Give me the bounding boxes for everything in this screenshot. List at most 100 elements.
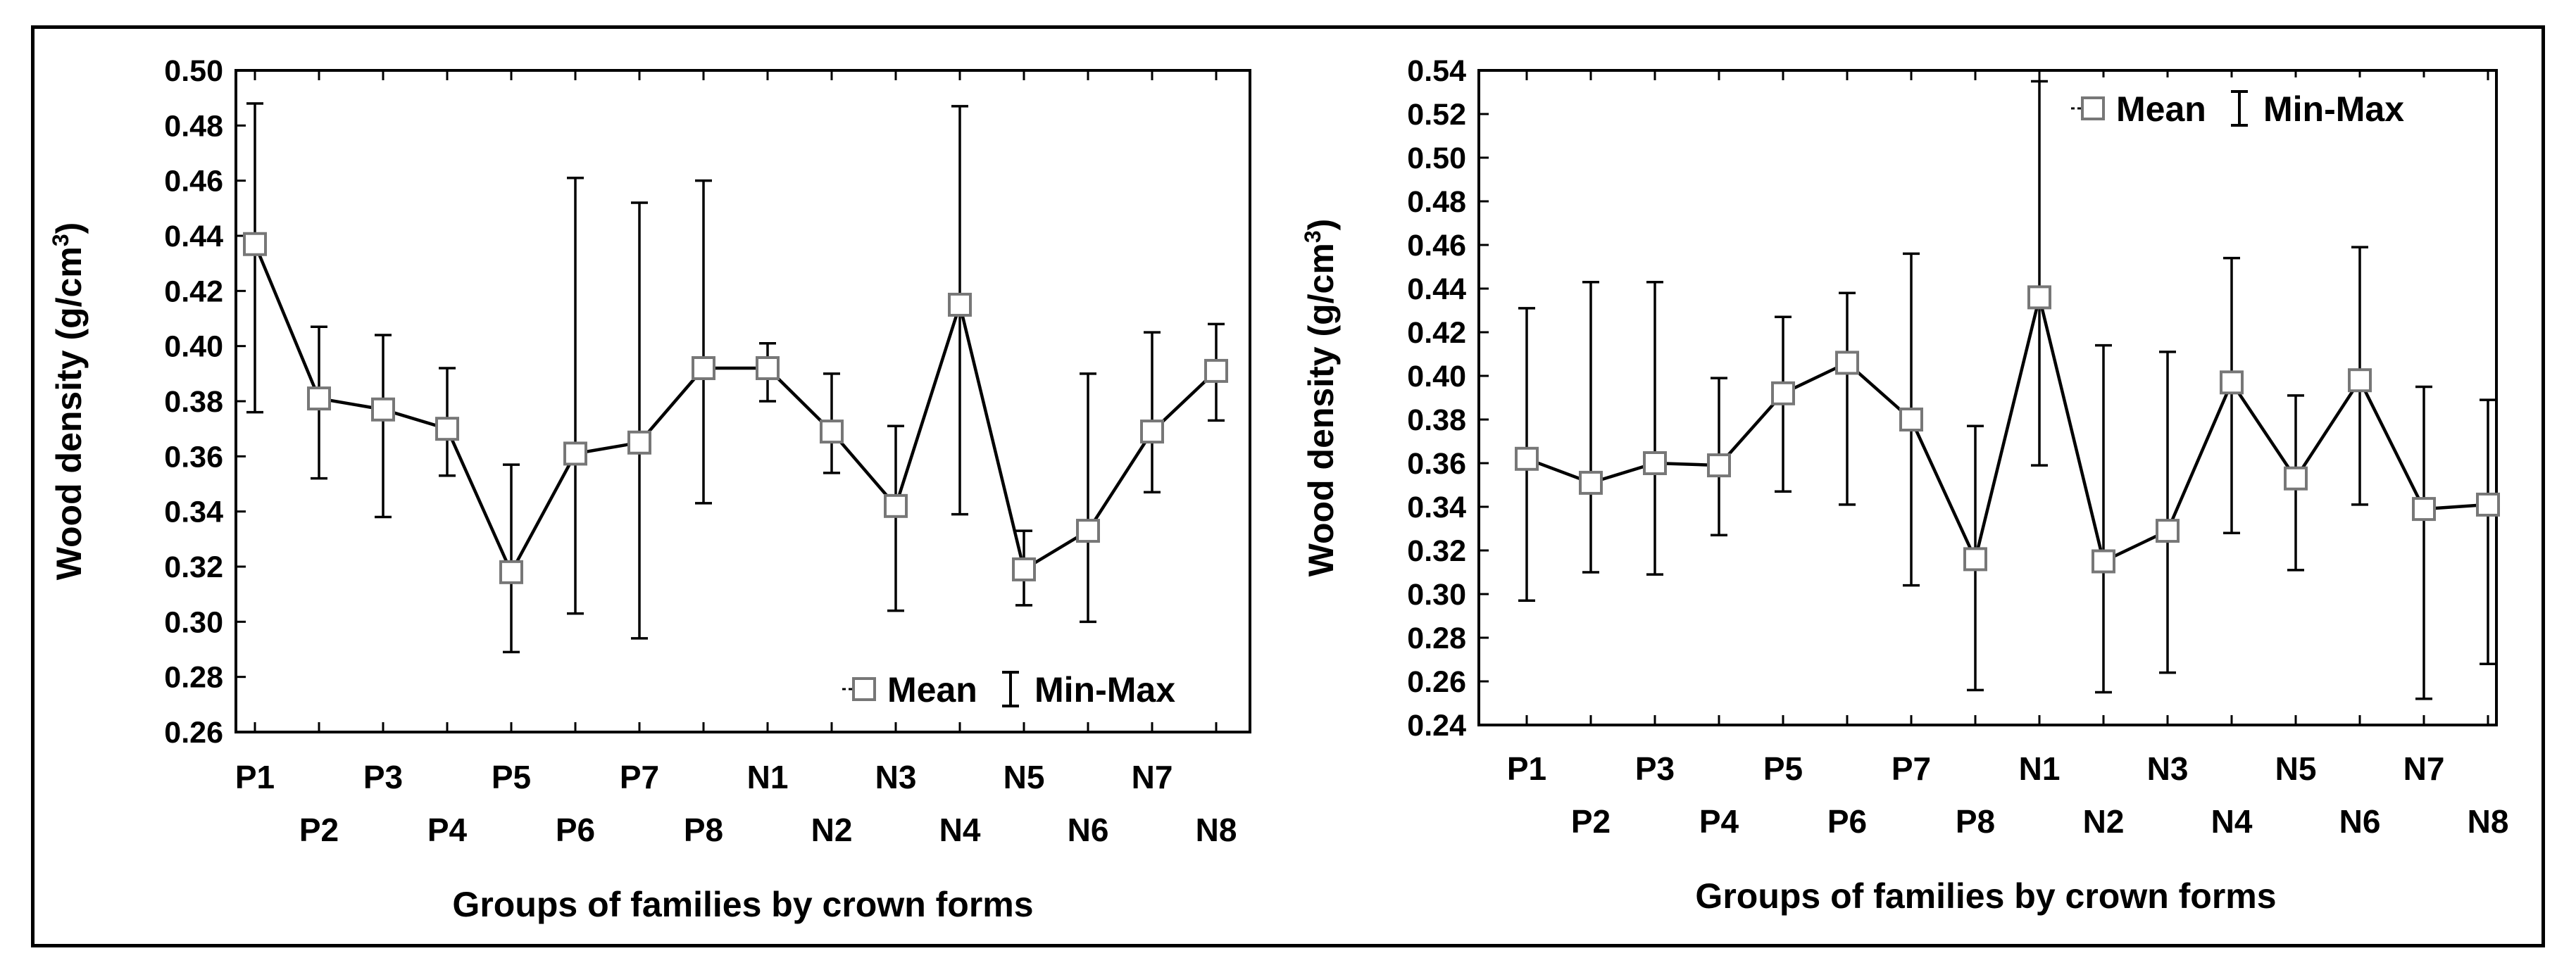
y-tick-label: 0.36	[1407, 447, 1466, 481]
mean-point-N5	[2284, 466, 2308, 491]
legend-range-label: Min-Max	[1034, 670, 1175, 710]
y-tick-label: 0.26	[164, 716, 223, 750]
y-axis-title-superscript: 3	[48, 234, 73, 246]
x-tick-label: P7	[620, 759, 659, 795]
y-tick-label: 0.28	[164, 661, 223, 695]
y-tick-label: 0.26	[1407, 665, 1466, 699]
x-tick-label: N4	[939, 812, 981, 848]
y-axis-title-text: Wood density (g/cm	[49, 246, 89, 580]
mean-series-line	[253, 243, 1218, 576]
mean-point-N1	[2027, 285, 2051, 310]
y-axis-title-superscript: 3	[1300, 230, 1325, 243]
mean-point-P2	[307, 386, 331, 411]
legend-range-label: Min-Max	[2263, 89, 2404, 129]
x-tick-label: N6	[2339, 803, 2381, 840]
mean-point-P4	[435, 417, 459, 441]
mean-point-N1	[756, 356, 780, 380]
x-tick-label: N7	[1132, 759, 1173, 795]
y-tick-label: 0.50	[1407, 141, 1466, 175]
mean-point-P6	[1835, 351, 1859, 375]
legend-background	[838, 658, 1238, 720]
x-tick-label: P1	[235, 759, 275, 795]
y-tick-label: 0.24	[1407, 709, 1466, 743]
x-tick-label: P6	[1827, 803, 1867, 840]
y-axis-title-close: )	[49, 222, 89, 234]
x-tick-label: P8	[1956, 803, 1995, 840]
legend-mean-marker	[2081, 96, 2105, 120]
x-axis-title: Groups of families by crown forms	[452, 885, 1033, 924]
mean-point-P1	[1515, 446, 1539, 471]
x-axis-title: Groups of families by crown forms	[1695, 876, 2276, 916]
mean-point-N2	[820, 420, 844, 444]
y-tick-label: 0.52	[1407, 98, 1466, 132]
chart-panel-1: 0.26 0.28 0.30 0.32 0.34 0.36 0.38 0.40 0.42 0.44…	[48, 54, 1251, 924]
mean-point-N4	[948, 292, 972, 317]
mean-point-P3	[371, 397, 395, 422]
y-tick-label: 0.30	[164, 605, 223, 639]
x-tick-label: N1	[2019, 750, 2061, 787]
x-tick-label: P1	[1507, 750, 1546, 787]
y-axis-title: Wood density (g/cm3)	[48, 222, 89, 581]
x-tick-label: P2	[299, 812, 339, 848]
x-tick-label: N4	[2211, 803, 2253, 840]
mean-point-N8	[2476, 492, 2500, 517]
legend-mean-label: Mean	[2116, 89, 2206, 129]
mean-point-P6	[563, 441, 587, 466]
mean-point-P5	[1771, 381, 1795, 405]
x-tick-label: P3	[1635, 750, 1675, 787]
y-tick-label: 0.36	[164, 440, 223, 474]
y-tick-label: 0.54	[1407, 54, 1466, 88]
y-tick-label: 0.48	[1407, 185, 1466, 219]
y-axis-title-text: Wood density (g/cm	[1301, 243, 1341, 576]
x-tick-label: N6	[1068, 812, 1109, 848]
mean-point-P8	[692, 356, 715, 380]
chart-legend: Mean Min-Max	[838, 658, 1238, 720]
y-tick-label: 0.38	[164, 385, 223, 419]
x-tick-label: N5	[2275, 750, 2317, 787]
x-tick-label: N1	[747, 759, 789, 795]
mean-point-N6	[2348, 368, 2372, 393]
x-tick-label: N3	[2147, 750, 2189, 787]
y-tick-label: 0.34	[164, 496, 223, 529]
x-tick-label: P3	[363, 759, 403, 795]
x-tick-label: P4	[427, 812, 468, 848]
y-tick-label: 0.40	[164, 330, 223, 364]
y-tick-label: 0.40	[1407, 360, 1466, 393]
x-tick-label: P5	[1763, 750, 1803, 787]
y-tick-label: 0.34	[1407, 491, 1466, 524]
y-tick-label: 0.42	[1407, 316, 1466, 350]
mean-series-line	[1526, 296, 2489, 565]
mean-point-N5	[1012, 557, 1036, 581]
mean-point-P1	[243, 232, 267, 256]
y-axis-title: Wood density (g/cm3)	[1300, 219, 1341, 577]
mean-point-N7	[1140, 420, 1164, 444]
mean-point-N4	[2220, 370, 2244, 395]
y-tick-label: 0.46	[1407, 229, 1466, 263]
mean-point-N6	[1076, 519, 1100, 543]
x-tick-label: P2	[1571, 803, 1611, 840]
y-tick-label: 0.46	[164, 165, 223, 198]
x-tick-label: N2	[2083, 803, 2125, 840]
mean-point-P5	[499, 560, 523, 584]
x-tick-label: P5	[492, 759, 531, 795]
y-tick-label: 0.32	[1407, 534, 1466, 568]
y-tick-label: 0.28	[1407, 622, 1466, 655]
y-tick-label: 0.32	[164, 550, 223, 584]
x-tick-label: P7	[1892, 750, 1931, 787]
mean-point-P3	[1643, 451, 1667, 475]
x-tick-label: P6	[556, 812, 595, 848]
chart-legend: Mean Min-Max	[2067, 77, 2486, 139]
x-tick-label: N7	[2403, 750, 2445, 787]
mean-point-N3	[2156, 519, 2180, 543]
y-tick-label: 0.42	[164, 275, 223, 308]
mean-point-P8	[1963, 547, 1987, 572]
y-tick-label: 0.44	[164, 220, 223, 253]
legend-background	[2067, 77, 2486, 139]
mean-point-N3	[884, 493, 908, 518]
mean-point-N7	[2412, 497, 2436, 522]
legend-mean-label: Mean	[887, 670, 977, 710]
mean-point-N2	[2092, 549, 2115, 574]
y-tick-label: 0.48	[164, 109, 223, 143]
x-tick-label: N8	[2468, 803, 2509, 840]
